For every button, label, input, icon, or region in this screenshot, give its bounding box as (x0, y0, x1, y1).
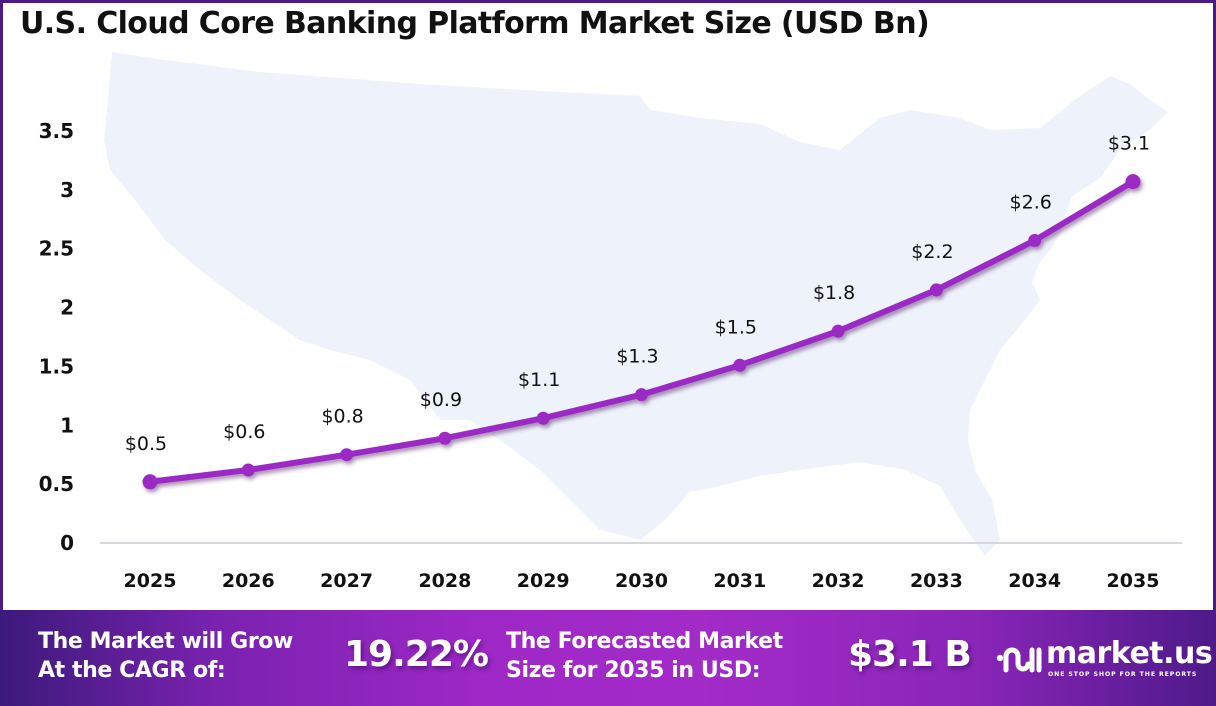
y-tick-label: 1 (60, 413, 74, 437)
x-axis-ticks: 2025 2026 2027 2028 2029 2030 2031 2032 2033 2034… (124, 570, 1160, 592)
data-label: $0.5 (125, 433, 167, 455)
cagr-value: 19.22% (344, 634, 489, 675)
cagr-label: The Market will Grow At the CAGR of: (38, 627, 293, 685)
cagr-label-line1: The Market will Grow (38, 629, 293, 654)
market-us-logo-icon (996, 647, 1042, 673)
us-map-background (104, 52, 1168, 556)
logo-wordmark: market.us (1046, 636, 1213, 671)
data-label: $0.6 (223, 421, 265, 443)
data-labels: $0.5 $0.6 $0.8 $0.9 $1.1 $1.3 $1.5 $1.8 $2.2 $2.6… (125, 133, 1150, 455)
data-point-marker (1125, 174, 1141, 190)
data-point-marker (733, 358, 747, 372)
data-label: $2.2 (911, 241, 953, 263)
x-tick-label: 2031 (713, 570, 766, 592)
data-point-marker (831, 324, 845, 338)
data-point-marker (241, 463, 255, 477)
x-tick-label: 2035 (1107, 570, 1160, 592)
data-label: $3.1 (1108, 133, 1150, 155)
cagr-label-line2: At the CAGR of: (38, 658, 226, 683)
data-point-marker (929, 283, 943, 297)
data-label: $2.6 (1010, 191, 1052, 213)
y-tick-label: 0.5 (39, 472, 74, 496)
forecast-label: The Forecasted Market Size for 2035 in U… (506, 627, 783, 685)
y-axis-ruler (93, 130, 101, 336)
y-tick-label: 2 (60, 296, 74, 320)
data-point-marker (536, 411, 550, 425)
forecast-value: $3.1 B (848, 634, 972, 675)
forecast-label-line2: Size for 2035 in USD: (506, 658, 761, 683)
x-tick-label: 2032 (812, 570, 865, 592)
y-tick-label: 3 (60, 178, 74, 202)
x-tick-label: 2033 (910, 570, 963, 592)
y-tick-label: 1.5 (39, 354, 74, 378)
line-chart: 0 0.5 1 1.5 2 2.5 3 3.5 2025 2026 2027 2028 2029 203… (39, 52, 1182, 592)
x-tick-label: 2027 (320, 570, 373, 592)
data-label: $1.5 (715, 316, 757, 338)
data-series (142, 174, 1141, 490)
y-axis-ticks: 0 0.5 1 1.5 2 2.5 3 3.5 (39, 119, 74, 555)
data-label: $0.9 (420, 389, 462, 411)
forecast-label-line1: The Forecasted Market (506, 629, 783, 654)
y-tick-label: 2.5 (39, 237, 74, 261)
x-tick-label: 2025 (124, 570, 177, 592)
data-point-marker (1028, 233, 1042, 247)
data-point-marker (438, 431, 452, 445)
data-point-marker (340, 448, 354, 462)
data-label: $1.3 (616, 346, 658, 368)
chart-title: U.S. Cloud Core Banking Platform Market … (20, 6, 930, 41)
y-tick-label: 3.5 (39, 119, 74, 143)
y-tick-label: 0 (60, 531, 74, 555)
x-tick-label: 2028 (418, 570, 471, 592)
logo-tagline: ONE STOP SHOP FOR THE REPORTS (1048, 671, 1198, 678)
x-tick-label: 2030 (615, 570, 668, 592)
x-tick-label: 2026 (222, 570, 275, 592)
data-point-marker (635, 388, 648, 402)
summary-footer: The Market will Grow At the CAGR of: 19.… (0, 610, 1216, 706)
data-label: $1.8 (813, 282, 855, 304)
market-us-logo: market.us ONE STOP SHOP FOR THE REPORTS (996, 636, 1213, 680)
data-label: $1.1 (518, 369, 560, 391)
data-point-marker (142, 474, 158, 490)
data-label: $0.8 (321, 406, 363, 428)
x-tick-label: 2034 (1008, 570, 1061, 592)
x-tick-label: 2029 (517, 570, 570, 592)
